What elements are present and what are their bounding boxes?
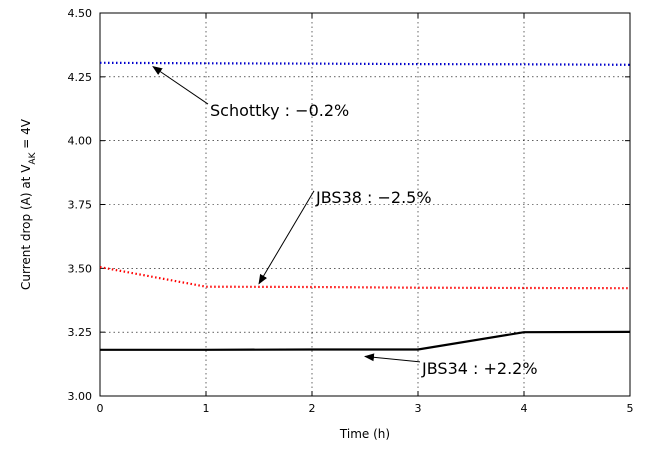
series-line-jbs38	[99, 266, 631, 290]
x-tick-label: 5	[627, 402, 634, 415]
y-axis-title-subscript: AK	[28, 151, 38, 164]
series-lines	[99, 61, 631, 351]
annotation-label: JBS38 : −2.5%	[315, 188, 432, 207]
annotation-arrow	[364, 353, 421, 363]
x-tick-label: 2	[309, 402, 316, 415]
y-axis-title-suffix: = 4V	[19, 118, 33, 152]
y-tick-label: 4.50	[68, 7, 93, 20]
y-tick-label: 3.00	[68, 390, 93, 403]
y-tick-label: 3.25	[68, 326, 93, 339]
x-tick-label: 3	[415, 402, 422, 415]
y-tick-label: 3.50	[68, 262, 93, 275]
series-line-jbs34	[100, 330, 631, 351]
series-line-schottky	[99, 61, 631, 66]
x-tick-label: 0	[97, 402, 104, 415]
annotations: Schottky : −0.2% JBS38 : −2.5% JBS34 : +2.…	[152, 66, 538, 378]
y-axis-title: Current drop (A) at VAK = 4V	[19, 118, 38, 290]
annotation-arrow	[152, 66, 209, 105]
x-tick-label: 4	[521, 402, 528, 415]
axis-ticks: 0 1 2 3 4 5 3.00 3.25 3.50 3.75 4.00 4.25 4.50	[68, 7, 634, 415]
y-tick-label: 3.75	[68, 199, 93, 212]
x-tick-label: 1	[203, 402, 210, 415]
annotation-arrow	[258, 190, 315, 285]
x-axis-title: Time (h)	[339, 427, 390, 441]
y-tick-label: 4.00	[68, 135, 93, 148]
annotation-label: Schottky : −0.2%	[210, 101, 349, 120]
y-axis-title-prefix: Current drop (A) at V	[19, 164, 33, 290]
y-tick-label: 4.25	[68, 71, 93, 84]
annotation-label: JBS34 : +2.2%	[421, 359, 538, 378]
